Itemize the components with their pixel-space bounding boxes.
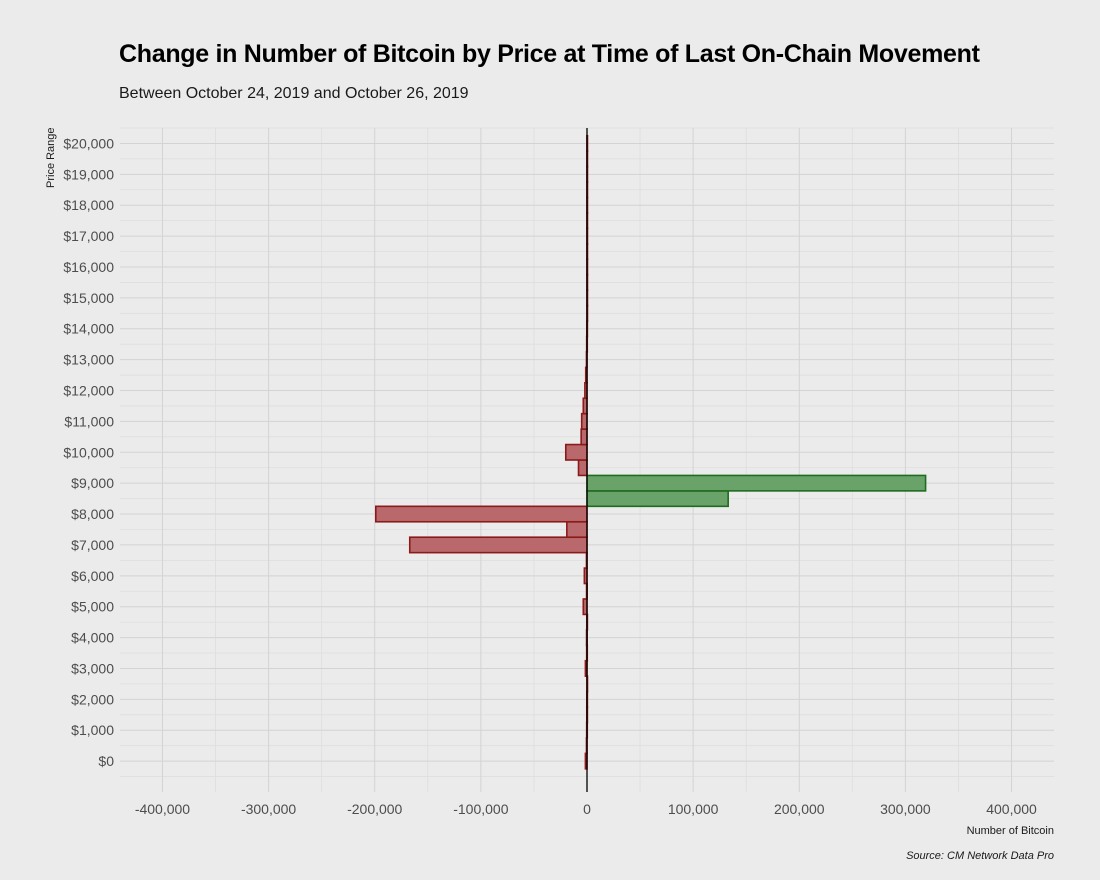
y-tick-label: $10,000 (63, 444, 114, 460)
minor-gridlines (120, 127, 1054, 792)
y-tick-label: $12,000 (63, 383, 114, 399)
x-tick-label: 400,000 (986, 801, 1037, 817)
bar-positive (586, 474, 927, 492)
x-tick-label: 100,000 (668, 801, 719, 817)
bar-negative (566, 520, 588, 539)
y-tick-label: $11,000 (64, 413, 114, 429)
y-tick-label: $8,000 (71, 506, 114, 522)
x-tick-label: -400,000 (135, 801, 190, 817)
y-tick-label: $9,000 (71, 475, 114, 491)
y-tick-label: $20,000 (63, 135, 114, 151)
x-tick-label: 300,000 (880, 801, 931, 817)
chart-title: Change in Number of Bitcoin by Price at … (119, 40, 980, 68)
bar-negative (580, 428, 588, 446)
y-tick-label: $16,000 (63, 259, 114, 275)
y-tick-label: $4,000 (71, 630, 114, 646)
bar-negative (580, 412, 588, 430)
bar-positive (586, 490, 729, 508)
bar-negative (564, 443, 588, 461)
y-tick-label: $18,000 (63, 197, 114, 213)
x-axis-label: Number of Bitcoin (967, 825, 1054, 837)
bar-negative (577, 459, 588, 477)
x-tick-label: 0 (583, 801, 591, 817)
y-tick-label: $6,000 (71, 568, 114, 584)
y-tick-label: $14,000 (63, 321, 114, 337)
x-tick-label: -200,000 (347, 801, 402, 817)
y-tick-label: $3,000 (71, 660, 114, 676)
y-tick-label: $7,000 (71, 537, 114, 553)
y-axis-ticks: $0 $1,000 $2,000 $3,000 $4,000 $5,000 $6,000 $7… (63, 135, 114, 769)
y-tick-label: $2,000 (71, 691, 114, 707)
y-tick-label: $1,000 (71, 722, 114, 738)
x-axis-ticks: -400,000 -300,000 -200,000 -100,000 0 100,000… (135, 801, 1037, 817)
bar-negative (374, 505, 588, 523)
y-tick-label: $5,000 (71, 599, 114, 615)
chart-subtitle: Between October 24, 2019 and October 26,… (119, 85, 469, 102)
y-tick-label: $0 (98, 753, 114, 769)
x-tick-label: -300,000 (241, 801, 296, 817)
y-tick-label: $19,000 (63, 166, 114, 182)
y-tick-label: $17,000 (63, 228, 114, 244)
y-tick-label: $13,000 (63, 352, 114, 368)
x-tick-label: -100,000 (453, 801, 508, 817)
bar-negative (408, 536, 588, 554)
x-tick-label: 200,000 (774, 801, 825, 817)
source-note: Source: CM Network Data Pro (906, 850, 1054, 862)
y-axis-label: Price Range (45, 127, 57, 188)
y-tick-label: $15,000 (63, 290, 114, 306)
